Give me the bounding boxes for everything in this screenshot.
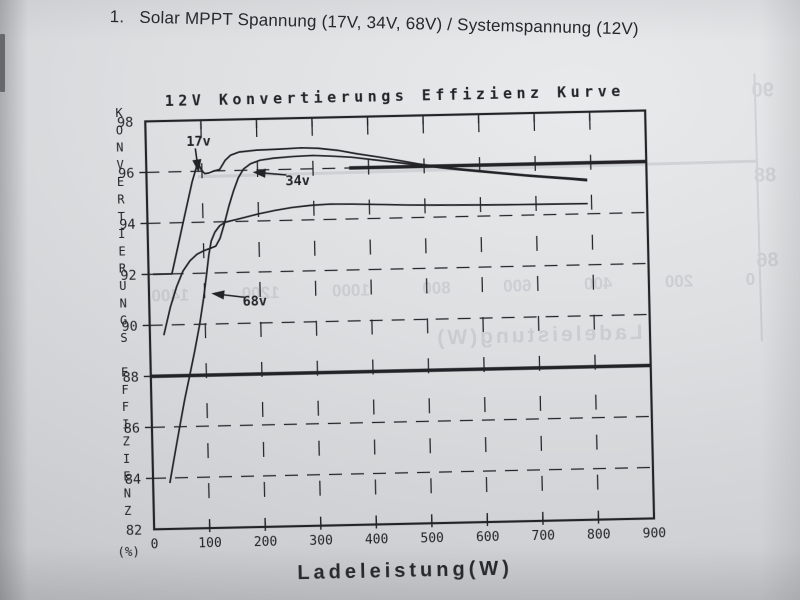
bleedthrough-axis-line <box>753 73 763 342</box>
y-axis-letter: I <box>123 452 131 466</box>
curve-label-17v: 17v <box>186 134 211 151</box>
gridline-v-700 <box>533 112 544 521</box>
x-tick-label: 200 <box>254 535 278 551</box>
arrow-line-34v <box>261 172 287 176</box>
x-axis-label: Ladeleistung(W) <box>297 558 513 585</box>
x-tick-label: 700 <box>531 529 555 545</box>
y-axis-letter: G <box>120 313 128 327</box>
y-axis-letter: E <box>117 175 125 189</box>
y-axis-letter: N <box>119 296 127 310</box>
x-tick-label: 900 <box>642 526 666 542</box>
curve-label-68v: 68v <box>242 293 267 310</box>
y-axis-letter: U <box>119 279 127 293</box>
y-axis-letter: Z <box>122 435 130 449</box>
x-tick-label: 500 <box>420 531 444 547</box>
photo-edge-artifact <box>0 34 5 92</box>
curve-17v <box>152 146 588 276</box>
gridline-v-200 <box>255 118 266 527</box>
curve-68v <box>169 202 588 484</box>
gridline-v-300 <box>311 117 322 526</box>
chart-title: 12V Konvertierungs Effizienz Kurve <box>165 82 625 110</box>
y-tick-label: 90 <box>121 318 138 334</box>
y-axis-letter: V <box>116 158 124 172</box>
y-tick-label: 88 <box>122 369 139 385</box>
gridline-v-500 <box>422 115 433 524</box>
bleedthrough-x-label: 0 <box>745 269 756 289</box>
y-axis-letter: E <box>123 469 131 483</box>
y-axis-letter: F <box>121 383 129 397</box>
x-tick-label: 600 <box>476 530 500 546</box>
page-heading: 1. Solar MPPT Spannung (17V, 34V, 68V) / … <box>110 7 639 39</box>
arrow-head-17v <box>192 159 202 173</box>
gridline-h-92 <box>148 262 649 276</box>
bleedthrough-y-label: 90 <box>751 79 775 102</box>
y-axis-letter: I <box>118 227 126 241</box>
y-axis-letter: N <box>124 486 132 500</box>
y-tick-label: 98 <box>117 114 134 130</box>
x-tick-label: 100 <box>198 536 222 552</box>
gridline-v-800 <box>588 111 600 520</box>
y-tick-label: 84 <box>125 471 142 487</box>
y-axis-letter: T <box>118 210 126 224</box>
y-axis-letter: E <box>121 365 129 379</box>
efficiency-chart: 17v 34v 68v 12V Konvertierungs Effizienz Ku… <box>98 74 693 599</box>
y-tick-label: 86 <box>124 420 141 436</box>
y-axis-letter: R <box>119 262 127 276</box>
y-axis-unit: (%) <box>117 544 140 559</box>
gridline-v-100 <box>200 120 211 529</box>
y-axis-letter: O <box>116 123 124 137</box>
arrow-head-34v <box>252 168 266 178</box>
heading-text: Solar MPPT Spannung (17V, 34V, 68V) / Sy… <box>139 7 639 39</box>
arrow-head-68v <box>211 290 225 300</box>
arrow-line-68v <box>220 293 245 299</box>
heading-number: 1. <box>109 7 125 27</box>
y-tick-label: 92 <box>120 267 137 283</box>
curve-label-34v: 34v <box>285 173 310 190</box>
y-axis-letter: R <box>117 192 125 206</box>
y-axis-letter: E <box>118 244 126 258</box>
curve-34v <box>163 154 588 336</box>
y-axis-letter: K <box>115 106 123 120</box>
bleedthrough-y-label: 88 <box>753 164 777 187</box>
y-axis-letter: F <box>122 400 130 414</box>
gridline-h-94 <box>147 211 648 225</box>
bleedthrough-y-label: 86 <box>756 249 779 272</box>
x-tick-label: 400 <box>365 532 389 548</box>
x-tick-label: 800 <box>587 527 611 543</box>
y-axis-letter: N <box>116 141 124 155</box>
bold-reference-line-88 <box>150 363 651 379</box>
gridline-h-90 <box>149 313 650 326</box>
gridline-h-96 <box>146 167 350 174</box>
gridline-v-600 <box>477 114 489 523</box>
x-tick-label: 0 <box>150 537 158 552</box>
gridline-h-84 <box>153 466 653 479</box>
x-tick-label: 300 <box>309 533 333 549</box>
gridline-v-400 <box>366 116 377 525</box>
efficiency-chart-svg: 17v 34v 68v 12V Konvertierungs Effizienz Ku… <box>115 82 666 585</box>
y-axis-letter: I <box>122 417 130 431</box>
y-axis-letter: S <box>120 331 128 345</box>
y-tick-label: 96 <box>118 165 135 181</box>
y-tick-label: 94 <box>119 216 136 232</box>
y-tick-label: 82 <box>126 522 143 538</box>
y-axis-letter: Z <box>124 504 132 518</box>
gridline-h-86 <box>151 415 652 428</box>
bold-reference-line-96 <box>349 159 647 170</box>
